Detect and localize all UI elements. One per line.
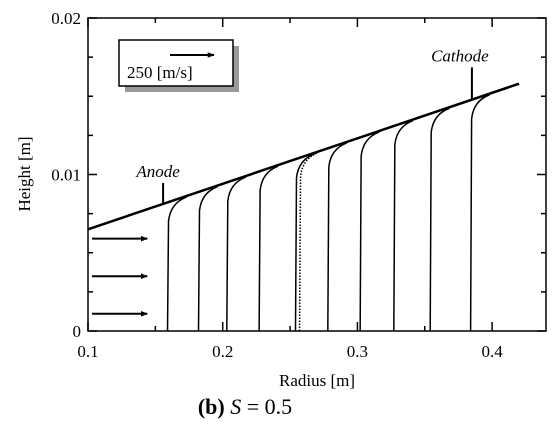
figure-caption: (b) S = 0.5 [0,394,490,420]
velocity-profile [327,142,348,332]
anode-label: Anode [135,162,180,181]
y-axis-label: Height [m] [15,136,34,211]
velocity-profile [393,119,414,332]
y-tick-label: 0.01 [51,166,81,185]
caption-variable: S [230,394,242,419]
y-tick-label: 0.02 [51,9,81,28]
velocity-profile [166,196,187,332]
cathode-label: Cathode [431,46,489,65]
caption-label: (b) [197,394,225,419]
velocity-profile [258,165,279,332]
velocity-profile [359,131,380,332]
caption-value: = 0.5 [241,394,293,419]
legend-box [118,39,234,87]
velocity-profile [298,151,319,332]
x-tick-label: 0.3 [347,342,368,361]
velocity-profile [294,153,315,332]
electrode-boundary [87,82,520,231]
legend-text: 250 [m/s] [127,63,193,82]
velocity-profile [429,107,450,332]
boundary-line [87,82,520,231]
velocity-profile [226,176,247,332]
velocity-profile [469,94,490,332]
inlet-arrows [92,235,148,317]
axis-ticks: 0.1 0.2 0.3 0.4 0 0.01 0.02 [51,9,546,361]
x-axis-label: Radius [m] [279,371,355,390]
legend: 250 [m/s] [118,39,239,92]
x-tick-label: 0.4 [481,342,503,361]
x-tick-label: 0.1 [77,342,98,361]
velocity-profiles [166,94,490,332]
y-tick-label: 0 [73,322,82,341]
velocity-profile [197,185,218,332]
x-tick-label: 0.2 [212,342,233,361]
annotations: Anode Cathode [135,46,489,206]
